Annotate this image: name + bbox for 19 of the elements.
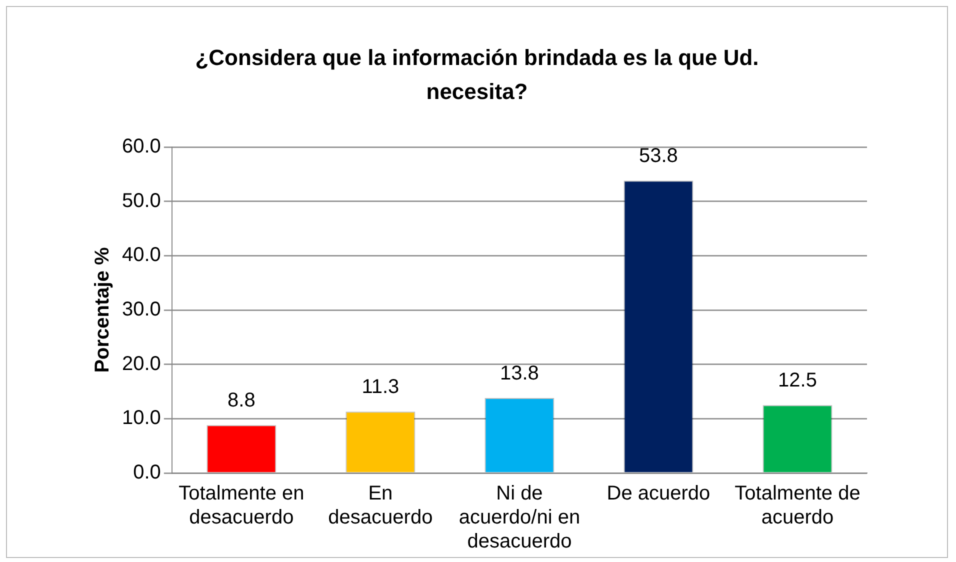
y-tick-label: 60.0	[122, 136, 161, 158]
x-tick-label: Totalmente en desacuerdo	[178, 482, 304, 529]
y-tick-label: 10.0	[122, 407, 161, 430]
y-tick-label: 50.0	[122, 190, 161, 212]
chart-title: ¿Considera que la información brindada es la que Ud. necesita?	[194, 44, 760, 106]
x-tick-label: Ni de acuerdo/ni en desacuerdo	[458, 482, 580, 553]
data-label: 8.8	[228, 390, 256, 412]
y-tick-label: 20.0	[122, 352, 161, 375]
y-tick-label: 40.0	[122, 244, 161, 266]
data-label: 53.8	[639, 145, 678, 168]
x-tick-label: Totalmente de acuerdo	[734, 482, 860, 529]
y-axis-title: Porcentaje %	[92, 246, 114, 373]
data-label: 11.3	[362, 376, 400, 398]
y-tick-label: 0.0	[133, 462, 161, 484]
y-tick-label: 30.0	[122, 298, 161, 321]
x-tick-label: En desacuerdo	[328, 482, 433, 529]
x-tick-label: De acuerdo	[606, 482, 710, 505]
data-label: 12.5	[778, 370, 817, 392]
data-label: 13.8	[500, 362, 539, 385]
